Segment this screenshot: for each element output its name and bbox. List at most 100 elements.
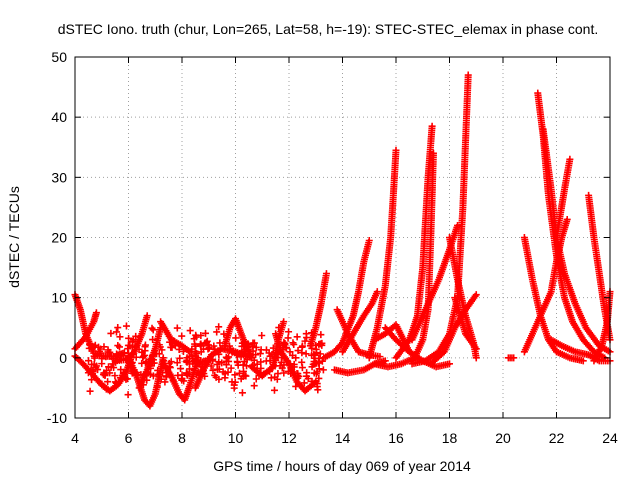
data-point <box>204 357 212 365</box>
data-point <box>257 364 265 372</box>
data-point <box>160 357 168 365</box>
data-point <box>192 331 200 339</box>
x-tick-label: 4 <box>71 430 79 446</box>
data-point <box>131 343 139 351</box>
data-point <box>311 351 319 359</box>
data-point <box>159 369 167 377</box>
data-point <box>233 357 241 365</box>
data-point <box>280 338 288 346</box>
data-point <box>315 374 323 382</box>
data-point <box>446 360 453 368</box>
y-tick-label: 50 <box>51 49 67 65</box>
data-point <box>205 344 213 352</box>
data-point <box>128 350 136 358</box>
data-point <box>269 344 277 352</box>
data-point <box>89 370 97 378</box>
data-point <box>278 364 286 372</box>
data-point <box>220 330 228 338</box>
data-point <box>308 329 316 337</box>
data-point <box>260 370 268 378</box>
data-point <box>216 339 224 347</box>
data-point <box>154 370 162 378</box>
data-point <box>231 371 239 379</box>
data-point <box>242 347 250 355</box>
data-point <box>92 362 100 370</box>
data-point <box>464 71 472 79</box>
data-point <box>262 357 270 365</box>
data-point <box>252 351 260 359</box>
data-point <box>298 349 306 357</box>
chart-title: dSTEC Iono. truth (chur, Lon=265, Lat=58… <box>58 21 598 37</box>
data-point <box>127 367 135 375</box>
data-point <box>85 357 93 365</box>
data-point <box>267 374 275 382</box>
data-point <box>219 368 227 376</box>
data-point <box>204 345 212 353</box>
data-point <box>472 354 480 362</box>
data-point <box>169 377 177 385</box>
data-point <box>148 324 156 332</box>
data-point <box>139 352 147 360</box>
data-point <box>96 349 104 357</box>
data-point <box>294 374 302 382</box>
data-point <box>124 391 132 399</box>
data-point <box>303 369 311 377</box>
data-point <box>472 291 480 299</box>
data-point <box>232 334 240 342</box>
data-point <box>161 378 169 386</box>
data-point <box>106 369 114 377</box>
data-point <box>266 367 274 375</box>
x-tick-label: 16 <box>388 430 404 446</box>
data-point <box>210 342 218 350</box>
data-point <box>173 324 181 332</box>
data-point <box>228 348 236 356</box>
data-point <box>300 379 308 387</box>
data-point <box>298 364 306 372</box>
x-tick-label: 14 <box>335 430 351 446</box>
data-point <box>185 352 193 360</box>
data-point <box>237 353 245 361</box>
data-point <box>234 361 242 369</box>
data-point <box>256 350 264 358</box>
data-point <box>308 344 316 352</box>
data-point <box>191 347 199 355</box>
data-point <box>129 338 137 346</box>
data-point <box>186 365 194 373</box>
data-point <box>274 351 282 359</box>
data-point <box>428 122 436 130</box>
data-point <box>115 343 123 351</box>
data-point <box>166 364 174 372</box>
x-tick-label: 22 <box>549 430 565 446</box>
data-point <box>274 370 282 378</box>
data-point <box>278 354 286 362</box>
data-point <box>109 355 117 363</box>
data-point <box>178 376 186 384</box>
data-point <box>88 361 96 369</box>
data-point <box>250 382 258 390</box>
data-point <box>165 359 173 367</box>
data-point <box>128 359 136 367</box>
data-point <box>209 366 217 374</box>
data-point <box>104 348 112 356</box>
data-point <box>146 370 154 378</box>
data-point <box>292 354 300 362</box>
data-point <box>176 354 184 362</box>
data-point <box>293 333 301 341</box>
data-point <box>298 342 306 350</box>
data-point <box>258 332 266 339</box>
data-point <box>315 365 323 373</box>
data-point <box>170 337 178 345</box>
data-point <box>317 331 325 339</box>
data-point <box>86 341 94 349</box>
data-point <box>155 350 163 358</box>
x-tick-label: 10 <box>228 430 244 446</box>
data-point <box>125 334 133 342</box>
data-point <box>301 337 309 345</box>
data-point <box>179 347 187 355</box>
data-point <box>222 357 230 365</box>
data-point <box>112 328 120 336</box>
data-point <box>190 335 198 343</box>
data-point <box>308 377 316 385</box>
data-point <box>123 356 131 364</box>
